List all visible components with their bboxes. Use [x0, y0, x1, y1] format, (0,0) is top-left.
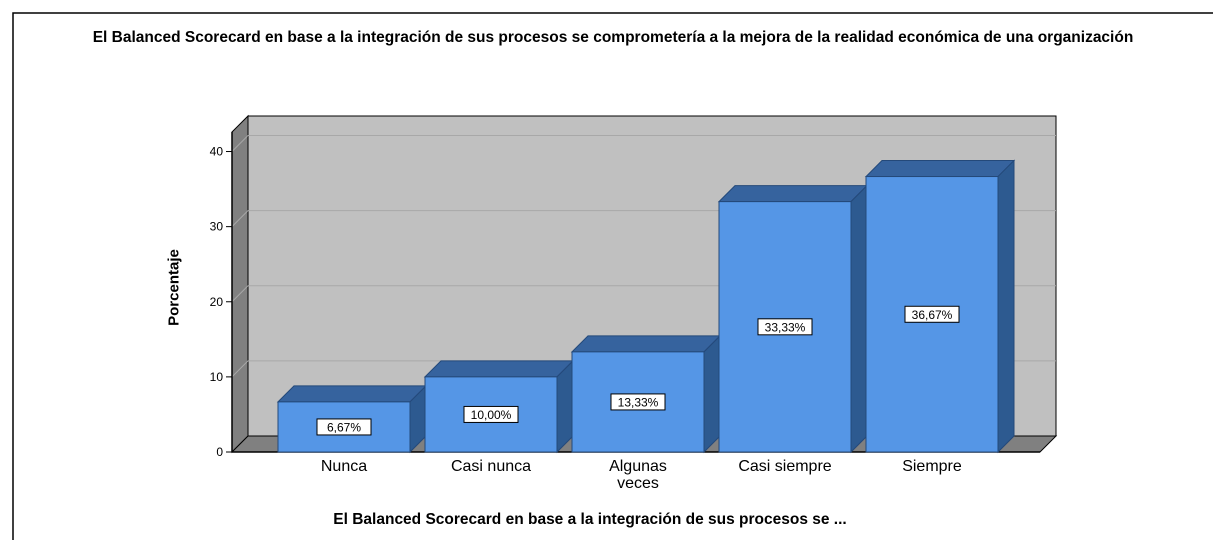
y-axis-label: Porcentaje	[165, 249, 183, 326]
value-label: 36,67%	[912, 308, 953, 322]
bar-top	[423, 360, 575, 378]
value-label-box	[904, 305, 960, 323]
chart-title: El Balanced Scorecard en base a la integ…	[92, 29, 1134, 46]
y-tick-label: 10	[210, 370, 224, 384]
bar-side	[703, 334, 721, 454]
x-tick-label: Casi nunca	[450, 458, 532, 475]
value-label-box	[463, 405, 519, 423]
x-axis-label: El Balanced Scorecard en base a la integ…	[333, 511, 847, 528]
value-label: 33,33%	[765, 320, 806, 334]
y-tick-label: 20	[210, 295, 224, 309]
value-label-box	[757, 318, 813, 336]
value-label: 10,00%	[471, 408, 512, 422]
grid-line	[231, 135, 249, 152]
bar-top	[717, 185, 869, 203]
bar-side	[850, 184, 868, 454]
x-tick-label: Nunca	[320, 458, 368, 475]
value-label: 13,33%	[618, 395, 659, 409]
value-label-box	[610, 393, 666, 411]
x-tick-label: Siempre	[902, 458, 962, 475]
x-tick-label: Algunas veces	[609, 458, 667, 492]
y-tick-label: 40	[210, 145, 224, 159]
value-label: 6,67%	[327, 420, 361, 434]
side-wall	[231, 114, 249, 454]
value-label-box	[316, 418, 372, 436]
grid-line	[231, 360, 249, 378]
bar-top	[276, 385, 428, 403]
bar-top	[864, 160, 1016, 178]
grid-line	[231, 210, 249, 228]
y-tick-label: 0	[216, 445, 223, 459]
bar-top	[570, 335, 722, 353]
grid-line	[231, 285, 249, 303]
bar-side	[556, 359, 574, 454]
bar-side	[997, 159, 1015, 454]
y-tick-label: 30	[210, 220, 224, 234]
x-tick-label: Casi siempre	[738, 458, 832, 475]
frame	[12, 12, 1213, 540]
